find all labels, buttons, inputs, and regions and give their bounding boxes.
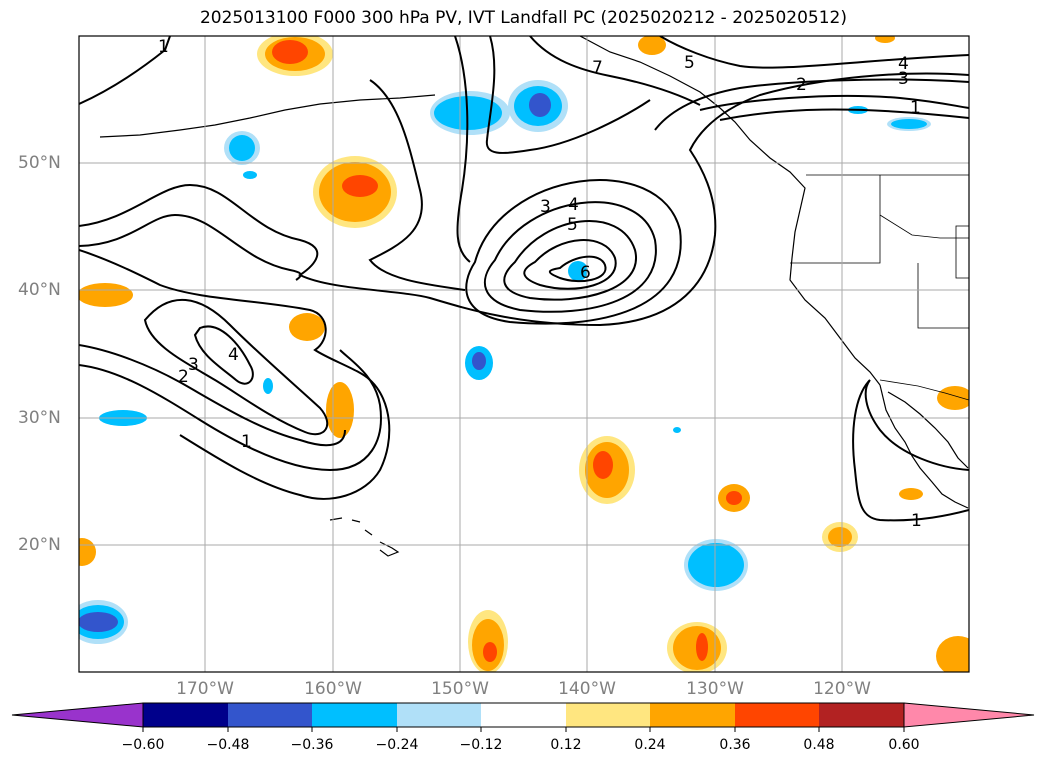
lon-label: 150°W (431, 679, 489, 699)
lon-label: 130°W (686, 679, 744, 699)
ivt-contours (79, 36, 969, 522)
lat-label: 20°N (18, 535, 61, 555)
colorbar-tick-label: 0.48 (803, 737, 835, 753)
colorbar-tick-label: −0.60 (121, 737, 165, 753)
contour-label: 5 (567, 215, 578, 235)
contour-label: 2 (796, 75, 807, 95)
contour-label: 1 (241, 432, 252, 452)
lat-label: 50°N (18, 153, 61, 173)
lon-label: 170°W (176, 679, 234, 699)
contour-label: 5 (684, 53, 695, 73)
contour-label: 4 (898, 54, 909, 74)
colorbar-tick-label: −0.24 (375, 737, 419, 753)
contour-label: 7 (592, 58, 603, 78)
gridlines (79, 36, 969, 672)
contour-label: 1 (158, 37, 169, 57)
colorbar-tick-label: 0.24 (634, 737, 666, 753)
colorbar-tick-label: −0.36 (290, 737, 334, 753)
map-title: 2025013100 F000 300 hPa PV, IVT Landfall… (199, 8, 847, 28)
lat-label: 30°N (18, 408, 61, 428)
lon-label: 120°W (813, 679, 871, 699)
colorbar-tick-label: 0.60 (888, 737, 920, 753)
contour-label: 2 (178, 367, 189, 387)
contour-label: 3 (188, 355, 199, 375)
colorbar-tick-label: −0.48 (206, 737, 250, 753)
contour-label: 3 (540, 197, 551, 217)
contour-label: 1 (911, 511, 922, 531)
colorbar-tick-label: −0.12 (459, 737, 503, 753)
ivt-contour-labels: 1 7 5 4 3 2 1 3 4 5 6 4 3 2 1 1 (158, 37, 922, 531)
lon-label: 140°W (558, 679, 616, 699)
contour-label: 4 (228, 345, 239, 365)
pv-positive-anomalies (79, 36, 969, 672)
contour-label: 3 (898, 69, 909, 89)
lon-label: 160°W (304, 679, 362, 699)
contour-label: 1 (910, 98, 921, 118)
contour-label: 6 (580, 263, 591, 283)
contour-label: 4 (568, 195, 579, 215)
map-border (78, 35, 970, 673)
political-borders (790, 174, 969, 401)
colorbar (11, 702, 1035, 732)
colorbar-tick-label: 0.36 (719, 737, 751, 753)
lat-label: 40°N (18, 280, 61, 300)
colorbar-tick-label: 0.12 (550, 737, 582, 753)
coastlines (99, 36, 969, 557)
